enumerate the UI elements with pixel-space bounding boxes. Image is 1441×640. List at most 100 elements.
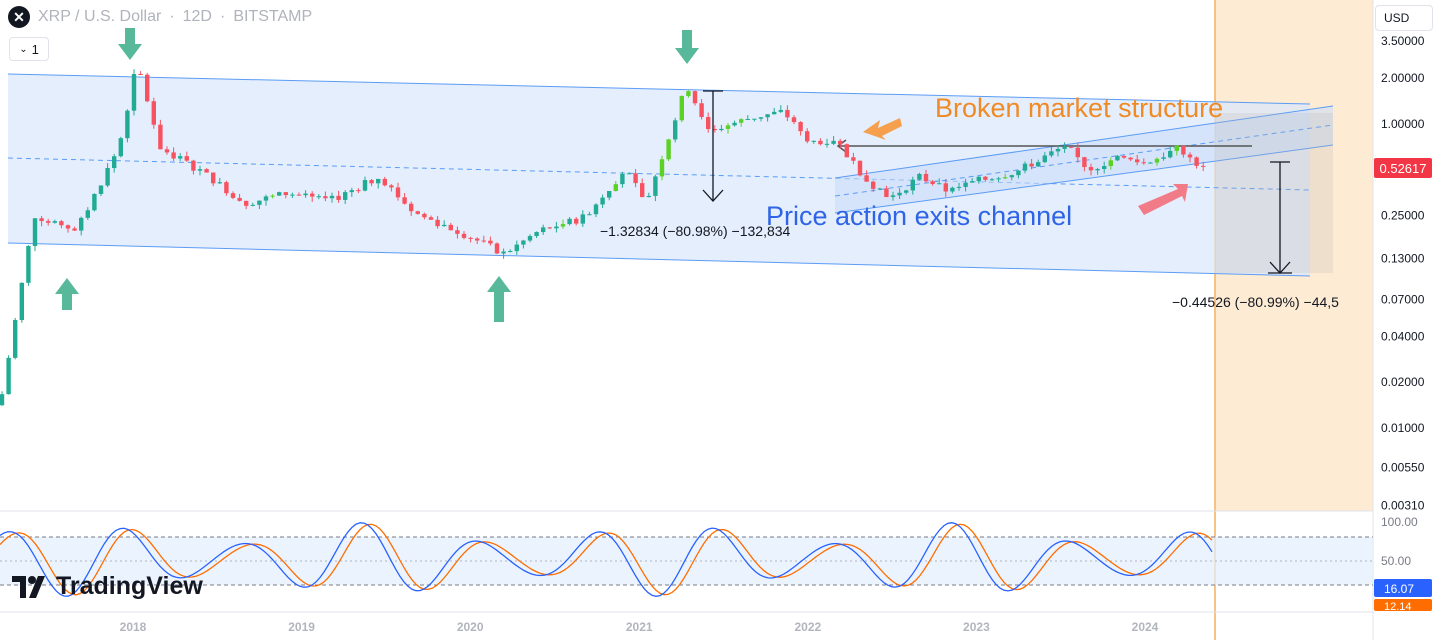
descending-channel bbox=[8, 74, 1310, 276]
candle bbox=[897, 188, 902, 200]
candle bbox=[725, 122, 731, 134]
candle bbox=[362, 176, 368, 192]
symbol-name[interactable]: XRP / U.S. Dollar bbox=[38, 8, 162, 25]
time-tick-label: 2020 bbox=[457, 620, 484, 634]
candle bbox=[1128, 157, 1133, 162]
candle bbox=[1069, 146, 1074, 149]
candle bbox=[673, 117, 678, 143]
candle bbox=[178, 153, 183, 162]
price-tick-label: 0.13000 bbox=[1381, 252, 1425, 266]
candle bbox=[422, 212, 427, 220]
candle bbox=[1029, 159, 1034, 170]
candle bbox=[257, 200, 262, 209]
candle bbox=[409, 201, 414, 217]
candle bbox=[917, 172, 922, 181]
candle bbox=[303, 190, 308, 198]
stoch-tick-100: 100.00 bbox=[1381, 515, 1418, 529]
candle bbox=[250, 202, 255, 207]
candle bbox=[1168, 146, 1173, 159]
candle bbox=[72, 226, 77, 232]
candle bbox=[316, 194, 321, 200]
candle bbox=[145, 72, 150, 103]
candle bbox=[1055, 145, 1061, 157]
measure-arrow-2 bbox=[1268, 161, 1292, 274]
candle bbox=[468, 236, 473, 243]
candle bbox=[620, 171, 625, 188]
currency-button[interactable]: USD bbox=[1375, 5, 1433, 31]
candle bbox=[567, 217, 572, 226]
candle bbox=[356, 188, 361, 194]
tradingview-logo: TradingView bbox=[12, 572, 203, 601]
candle bbox=[1088, 163, 1094, 176]
candle bbox=[877, 187, 882, 191]
interval-label[interactable]: 12D bbox=[182, 8, 212, 25]
candle bbox=[758, 117, 764, 122]
candle bbox=[818, 138, 823, 146]
candle bbox=[1161, 152, 1166, 161]
candle bbox=[164, 146, 170, 155]
projection-box bbox=[1215, 113, 1333, 273]
candle bbox=[369, 178, 374, 187]
candle bbox=[732, 120, 737, 127]
candle bbox=[402, 193, 407, 205]
candle bbox=[197, 165, 203, 176]
candle bbox=[6, 355, 11, 395]
candle bbox=[857, 160, 863, 177]
stoch-k-badge bbox=[1374, 579, 1432, 597]
candle bbox=[1181, 145, 1186, 158]
candle bbox=[983, 175, 988, 182]
candle bbox=[435, 215, 440, 229]
time-tick-label: 2022 bbox=[794, 620, 821, 634]
candle bbox=[508, 249, 513, 253]
price-tick-label: 2.00000 bbox=[1381, 71, 1425, 85]
candle bbox=[13, 317, 18, 360]
chart-header: ✕ XRP / U.S. Dollar · 12D · BITSTAMP bbox=[8, 6, 312, 28]
candle bbox=[184, 151, 189, 163]
candle bbox=[138, 71, 143, 76]
candle bbox=[692, 90, 698, 106]
candle bbox=[805, 128, 810, 144]
candle bbox=[191, 159, 196, 175]
candle bbox=[653, 174, 658, 202]
time-tick-label: 2023 bbox=[963, 620, 990, 634]
candle bbox=[527, 234, 533, 243]
candle bbox=[739, 118, 744, 127]
stoch-k-line bbox=[0, 522, 1213, 597]
candle bbox=[521, 239, 526, 249]
exchange-label: BITSTAMP bbox=[233, 8, 313, 25]
time-tick-label: 2019 bbox=[288, 620, 315, 634]
candle bbox=[600, 194, 605, 209]
price-axis[interactable] bbox=[1373, 0, 1441, 640]
candle bbox=[204, 168, 209, 173]
candle bbox=[1141, 158, 1146, 165]
chevron-down-icon: ⌄ bbox=[19, 43, 28, 55]
candle bbox=[230, 191, 236, 200]
stoch-d-value: 12.14 bbox=[1384, 601, 1412, 613]
candle bbox=[679, 95, 684, 123]
candle bbox=[283, 191, 288, 199]
tradingview-logo-icon bbox=[12, 575, 45, 598]
candle bbox=[989, 178, 995, 181]
candle bbox=[765, 114, 770, 122]
candle bbox=[640, 178, 645, 198]
candle bbox=[277, 191, 282, 196]
candle bbox=[376, 178, 381, 189]
down-arrow-icon bbox=[675, 30, 699, 64]
collapse-legend-button[interactable]: ⌄ 1 bbox=[9, 37, 49, 61]
candle bbox=[666, 138, 671, 162]
candle bbox=[871, 180, 876, 192]
last-price-badge bbox=[1374, 158, 1432, 178]
price-tick-label: 0.00550 bbox=[1381, 460, 1425, 474]
price-tick-label: 3.50000 bbox=[1381, 34, 1425, 48]
candle bbox=[706, 112, 711, 133]
candle bbox=[1095, 167, 1100, 175]
candle bbox=[224, 180, 229, 196]
candle bbox=[290, 192, 295, 198]
candle bbox=[488, 236, 493, 246]
candle bbox=[1036, 159, 1041, 167]
candle bbox=[890, 191, 896, 201]
candle bbox=[547, 226, 552, 230]
price-axis-ticks: 3.50000 2.00000 1.00000 0.25000 0.13000 0.070… bbox=[1381, 34, 1425, 512]
candle bbox=[1135, 154, 1140, 166]
